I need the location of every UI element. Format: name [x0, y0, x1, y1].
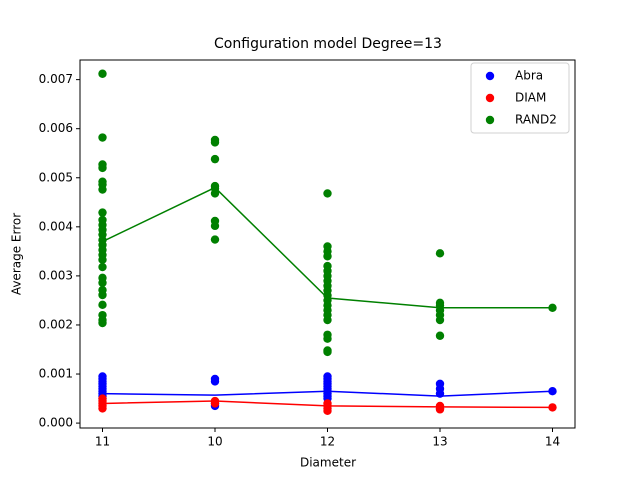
legend-label: RAND2 — [515, 113, 557, 127]
point — [435, 331, 445, 340]
point — [435, 315, 445, 325]
point — [323, 315, 332, 325]
point — [210, 235, 220, 244]
point — [210, 221, 220, 231]
point — [435, 389, 445, 398]
point — [98, 133, 107, 142]
x-tick-label: 10 — [207, 435, 222, 449]
point — [98, 163, 107, 173]
legend-label: Abra — [515, 69, 543, 83]
x-axis-label: Diameter — [300, 456, 356, 470]
point — [210, 399, 220, 408]
x-tick-label: 11 — [95, 435, 110, 449]
point — [548, 387, 557, 396]
point — [98, 69, 107, 78]
point — [323, 347, 332, 357]
point — [323, 406, 332, 416]
x-tick-label: 12 — [320, 435, 335, 449]
legend-marker — [485, 71, 495, 81]
point — [323, 189, 332, 198]
y-tick-label: 0.000 — [39, 416, 73, 430]
point — [98, 278, 107, 287]
point — [98, 185, 107, 194]
point — [210, 154, 220, 164]
point — [548, 303, 557, 312]
legend-marker — [485, 115, 495, 125]
point — [210, 138, 220, 147]
point — [210, 377, 220, 386]
x-tick-label: 13 — [432, 435, 447, 449]
y-tick-label: 0.006 — [39, 121, 73, 135]
y-tick-label: 0.001 — [39, 367, 73, 381]
point — [98, 404, 107, 413]
axes-frame — [79, 59, 576, 429]
y-axis-label: Average Error — [10, 213, 24, 295]
point — [98, 255, 107, 264]
point — [323, 334, 332, 343]
y-tick-label: 0.002 — [39, 317, 73, 331]
point — [435, 249, 445, 258]
point — [98, 300, 107, 310]
y-tick-label: 0.007 — [39, 72, 73, 86]
point — [548, 403, 557, 412]
chart-title: Configuration model Degree=13 — [214, 36, 442, 52]
point — [98, 262, 107, 272]
point — [210, 189, 220, 198]
x-tick-label: 14 — [545, 435, 560, 449]
legend-marker — [485, 93, 495, 103]
legend-box — [470, 62, 570, 134]
point — [98, 318, 107, 328]
y-tick-label: 0.005 — [39, 170, 73, 184]
point — [435, 405, 445, 414]
y-tick-label: 0.004 — [39, 219, 73, 233]
point — [98, 208, 107, 217]
point — [323, 252, 332, 261]
y-tick-label: 0.003 — [39, 268, 73, 282]
legend-label: DIAM — [515, 91, 546, 105]
point — [98, 290, 107, 300]
